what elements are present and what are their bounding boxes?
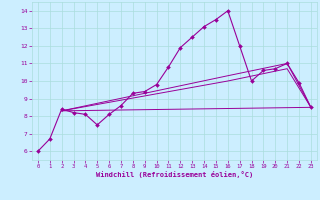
X-axis label: Windchill (Refroidissement éolien,°C): Windchill (Refroidissement éolien,°C): [96, 171, 253, 178]
